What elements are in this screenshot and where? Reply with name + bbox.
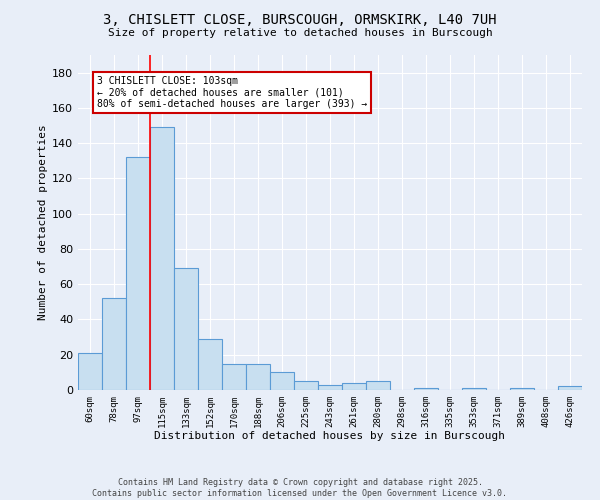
Bar bbox=[510, 388, 534, 390]
Bar bbox=[78, 353, 102, 390]
Text: 3, CHISLETT CLOSE, BURSCOUGH, ORMSKIRK, L40 7UH: 3, CHISLETT CLOSE, BURSCOUGH, ORMSKIRK, … bbox=[103, 12, 497, 26]
Text: Contains HM Land Registry data © Crown copyright and database right 2025.
Contai: Contains HM Land Registry data © Crown c… bbox=[92, 478, 508, 498]
Bar bbox=[102, 298, 126, 390]
Bar bbox=[150, 128, 174, 390]
Bar bbox=[198, 339, 222, 390]
Bar bbox=[462, 388, 486, 390]
Y-axis label: Number of detached properties: Number of detached properties bbox=[38, 124, 48, 320]
Bar bbox=[174, 268, 198, 390]
Bar bbox=[222, 364, 246, 390]
Bar bbox=[558, 386, 582, 390]
Text: 3 CHISLETT CLOSE: 103sqm
← 20% of detached houses are smaller (101)
80% of semi-: 3 CHISLETT CLOSE: 103sqm ← 20% of detach… bbox=[97, 76, 367, 110]
Bar bbox=[270, 372, 294, 390]
X-axis label: Distribution of detached houses by size in Burscough: Distribution of detached houses by size … bbox=[155, 432, 505, 442]
Bar bbox=[414, 388, 438, 390]
Bar bbox=[342, 383, 366, 390]
Bar bbox=[366, 381, 390, 390]
Bar bbox=[294, 381, 318, 390]
Text: Size of property relative to detached houses in Burscough: Size of property relative to detached ho… bbox=[107, 28, 493, 38]
Bar bbox=[126, 158, 150, 390]
Bar bbox=[318, 384, 342, 390]
Bar bbox=[246, 364, 270, 390]
